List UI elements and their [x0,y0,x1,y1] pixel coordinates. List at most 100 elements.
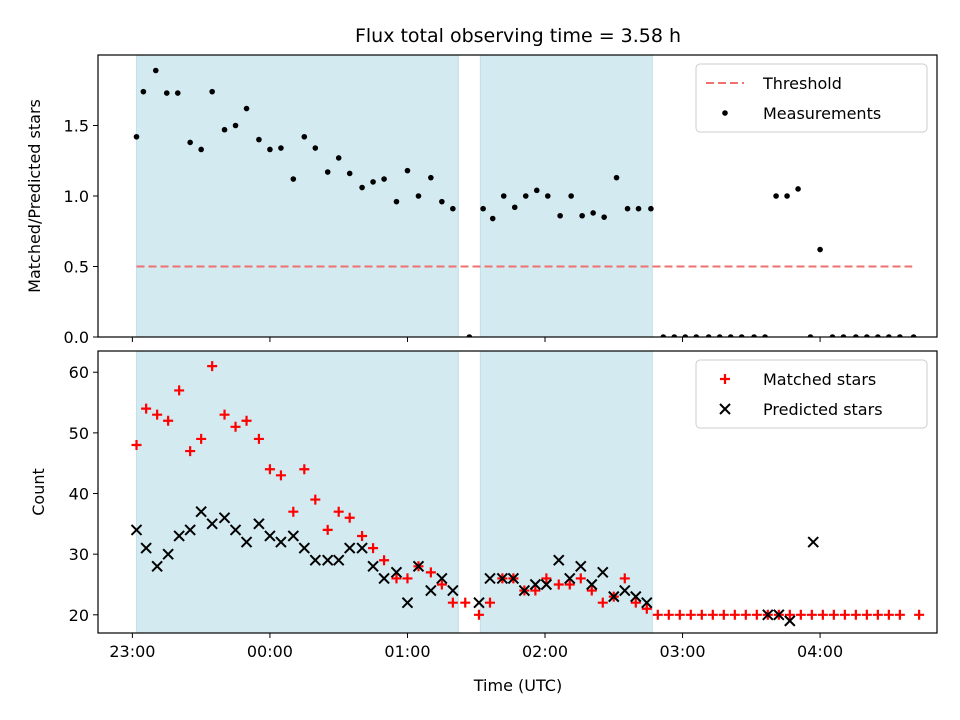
shaded-interval-2 [479,351,653,633]
data-point [597,597,608,608]
x-tick-label: 23:00 [109,642,155,661]
data-point [864,334,870,337]
y-tick-label: 30 [69,545,89,564]
data-point [707,609,718,620]
data-point [402,573,413,584]
data-point [660,334,667,337]
data-point [530,585,541,596]
legend-label: Predicted stars [763,400,883,419]
data-point [152,67,159,74]
data-point [807,334,814,337]
data-point [436,579,447,590]
bottom-panel: 20 30 40 50 60 23:00 00:00 01:00 02:00 03:00 04:00… [29,350,938,661]
data-point [671,334,678,337]
data-point [910,334,917,337]
data-point [553,579,564,590]
data-point [473,609,484,620]
x-tick-label: 04:00 [797,642,843,661]
data-point [648,205,654,212]
data-point [357,530,368,541]
data-point [243,105,250,112]
data-point [641,603,652,614]
data-point [579,212,585,219]
data-point [564,579,575,590]
data-point [275,470,286,481]
data-point [359,184,365,191]
legend-label: Threshold [762,74,842,93]
data-point [232,122,239,129]
data-point [343,542,356,554]
data-point [298,542,311,554]
data-point [267,146,273,153]
data-point [133,133,140,140]
data-point [264,530,276,542]
data-point [230,421,241,432]
data-point [173,530,185,542]
data-point [163,415,174,426]
data-point [727,334,734,337]
data-point [264,464,275,475]
data-point [496,572,509,585]
data-point [322,524,333,535]
data-point [404,167,411,174]
data-point [522,193,529,199]
data-point [221,126,228,133]
data-point [518,584,531,597]
data-point [412,560,425,572]
data-point [872,609,883,620]
data-point [335,155,342,161]
data-point [130,524,143,536]
data-point [321,554,334,566]
data-point [586,578,598,591]
data-point [541,573,552,584]
y-tick-label: 0.0 [64,328,89,347]
y-tick-label: 50 [69,424,89,443]
data-point [696,609,707,620]
data-point [425,567,436,578]
data-point [705,334,712,337]
y-tick-label: 40 [69,485,89,504]
y-tick-label: 60 [69,363,89,382]
data-point [540,578,553,591]
data-point [608,590,620,603]
data-point [162,548,174,560]
legend-label: Matched stars [763,370,876,389]
data-point [439,198,445,205]
data-point [575,573,586,584]
data-point [253,433,264,444]
data-point [817,246,823,253]
data-point [484,597,495,608]
data-point [762,609,774,621]
data-point [624,205,631,212]
data-point [195,506,207,518]
data-point [533,187,540,194]
data-point [218,512,231,524]
data-point [275,536,287,548]
y-tick-label: 0.5 [64,258,89,277]
data-point [914,609,925,620]
data-point [828,609,839,620]
legend: Matched stars Predicted stars [695,359,928,429]
x-tick-label: 02:00 [522,642,568,661]
data-point [500,193,507,199]
data-point [674,609,685,620]
x-tick-label: 00:00 [247,642,293,661]
data-point [716,334,723,337]
data-point [897,334,903,337]
data-point [806,609,817,620]
data-point [564,572,576,585]
y-tick-label: 1.5 [64,117,89,136]
legend-box [695,63,928,133]
data-point [795,609,806,620]
data-point [480,205,486,212]
data-point [484,572,496,585]
data-point [381,176,387,182]
data-point [489,215,496,222]
data-point [641,596,653,609]
data-point [619,573,630,584]
y-axis-title: Count [29,468,48,516]
data-point [751,334,757,337]
plot-area [130,351,925,633]
data-point [310,494,321,505]
